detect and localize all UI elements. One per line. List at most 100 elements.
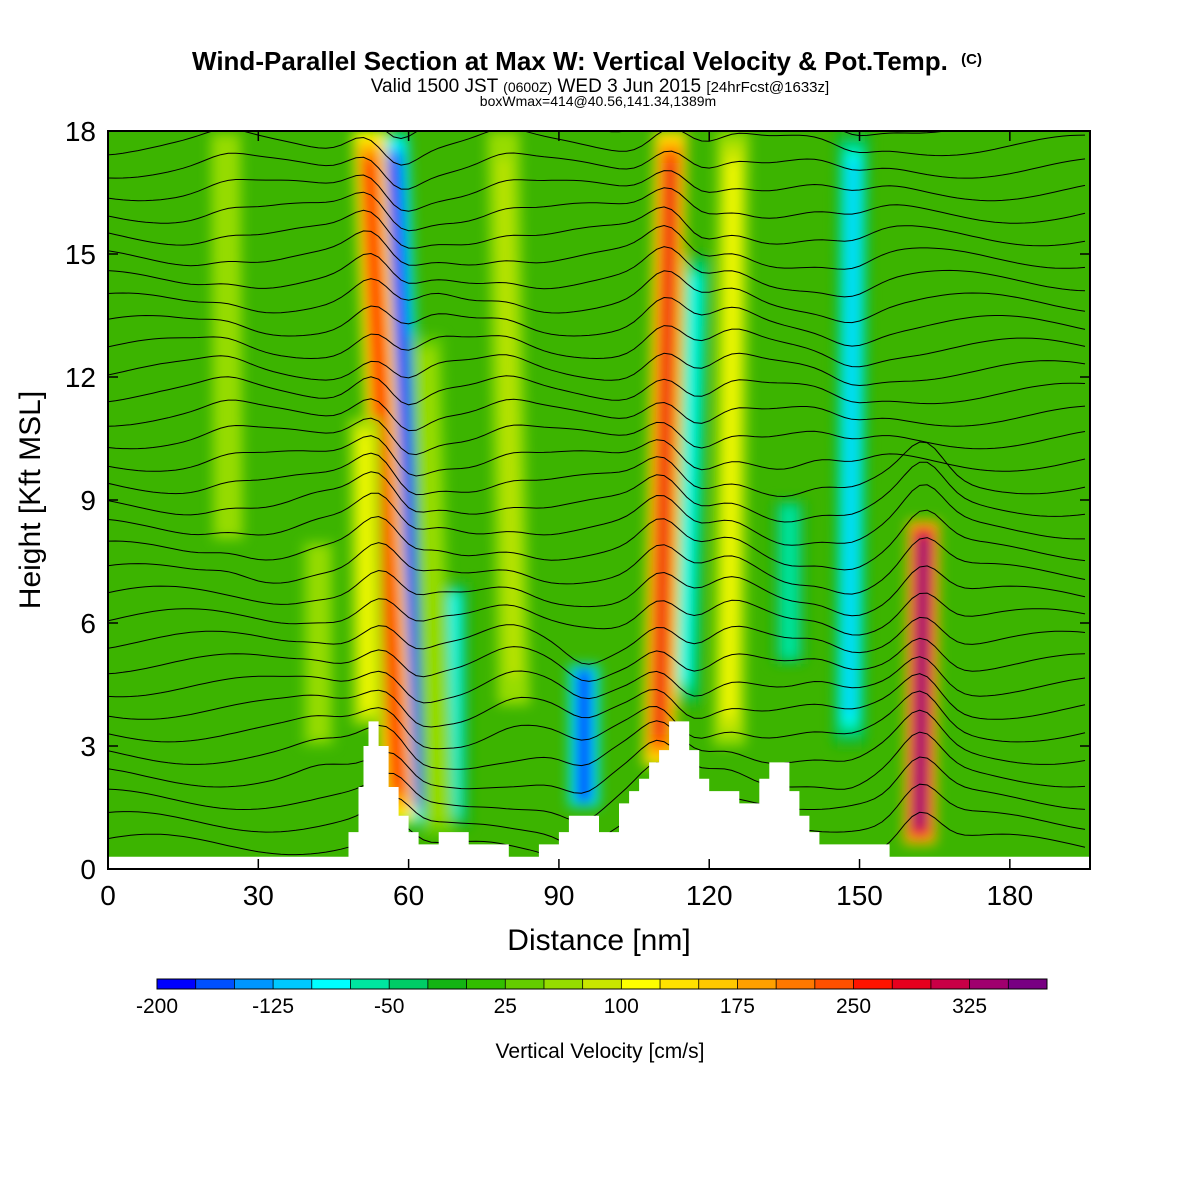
updraft-layer bbox=[915, 536, 928, 829]
colorbar-swatch bbox=[1008, 979, 1048, 989]
terrain-mask bbox=[108, 721, 1090, 869]
colorbar-swatch bbox=[311, 979, 351, 989]
subtitle-utc: (0600Z) bbox=[503, 79, 552, 95]
colorbar-tick-label: -125 bbox=[252, 995, 294, 1018]
colorbar-swatch bbox=[234, 979, 274, 989]
colorbar-label: Vertical Velocity [cm/s] bbox=[496, 1040, 705, 1063]
y-tick-label: 0 bbox=[80, 854, 96, 885]
colorbar-tick-label: 100 bbox=[604, 995, 639, 1018]
isentrope-line bbox=[108, 509, 1086, 571]
colorbar: -200 -125 -50 25 100 175 250 325 bbox=[136, 978, 1048, 1018]
updraft-layer bbox=[360, 433, 373, 711]
isentrope-line bbox=[108, 709, 1086, 770]
updraft-3 bbox=[903, 520, 940, 845]
velocity-bands bbox=[209, 131, 940, 845]
isentrope-line bbox=[108, 131, 1086, 166]
colorbar-swatch bbox=[737, 979, 777, 989]
colorbar-swatch bbox=[195, 979, 235, 989]
isentrope-line bbox=[108, 206, 1086, 249]
isentrope-line bbox=[108, 690, 1086, 750]
updraft-layer bbox=[221, 151, 233, 521]
x-axis: 0 30 60 90 120 150 180 bbox=[100, 131, 1033, 911]
isentrope-line bbox=[108, 270, 1086, 324]
x-tick-label: 0 bbox=[100, 880, 116, 911]
colorbar-swatch bbox=[543, 979, 584, 989]
colorbar-swatch bbox=[273, 979, 313, 989]
downdraft-layer bbox=[680, 276, 700, 683]
y-tick-label: 6 bbox=[80, 608, 96, 639]
colorbar-swatch bbox=[505, 979, 545, 989]
isentrope-line bbox=[108, 246, 1086, 298]
y-tick-label: 9 bbox=[80, 485, 96, 516]
isentrope-line bbox=[108, 435, 1086, 477]
isentrope-line bbox=[108, 296, 1086, 347]
updraft-2 bbox=[643, 131, 687, 767]
isentrope-line bbox=[108, 461, 1086, 523]
x-tick-label: 60 bbox=[393, 880, 424, 911]
updraft-layer bbox=[499, 159, 518, 677]
colorbar-swatch bbox=[350, 979, 390, 989]
x-tick-label: 90 bbox=[543, 880, 574, 911]
isentrope-line bbox=[384, 131, 949, 140]
x-tick-label: 150 bbox=[836, 880, 883, 911]
downdraft-5 bbox=[773, 500, 806, 664]
downdraft-1 bbox=[567, 664, 601, 808]
colorbar-swatch bbox=[930, 979, 971, 989]
plot-area bbox=[108, 131, 1090, 869]
colorbar-tick-label: -200 bbox=[136, 995, 178, 1018]
y-axis-label: Height [Kft MSL] bbox=[14, 391, 47, 609]
x-tick-label: 120 bbox=[686, 880, 733, 911]
isentrope-line bbox=[108, 673, 1086, 728]
colorbar-swatch bbox=[582, 979, 622, 989]
chart-subtitle-box: boxWmax=414@40.56,141.34,1389m bbox=[480, 93, 716, 109]
colorbar-swatch bbox=[157, 979, 197, 989]
isentrope-line bbox=[108, 565, 1086, 617]
isentrope-line bbox=[108, 150, 1086, 190]
chart-title-text: Wind-Parallel Section at Max W: Vertical… bbox=[192, 46, 948, 76]
isentrope-line bbox=[108, 375, 1086, 406]
y-tick-label: 12 bbox=[65, 362, 96, 393]
y-tick-label: 15 bbox=[65, 239, 96, 270]
colorbar-swatch bbox=[427, 979, 468, 989]
colorbar-swatch bbox=[698, 979, 738, 989]
updraft-layer bbox=[314, 551, 323, 736]
colorbar-swatch bbox=[892, 979, 932, 989]
colorbar-swatch bbox=[389, 979, 429, 989]
subtitle-date: WED 3 Jun 2015 bbox=[557, 76, 701, 97]
colorbar-tick-label: 250 bbox=[836, 995, 871, 1018]
colorbar-tick-label: 175 bbox=[720, 995, 755, 1018]
isentrope-line bbox=[108, 592, 1086, 636]
colorbar-swatch bbox=[621, 979, 661, 989]
colorbar-tick-label: -50 bbox=[374, 995, 404, 1018]
isentrope-line bbox=[108, 224, 1086, 270]
isentrope-line bbox=[108, 441, 1086, 498]
colorbar-tick-label: 25 bbox=[494, 995, 517, 1018]
updraft-1 bbox=[410, 336, 455, 837]
potential-temperature-contours bbox=[108, 131, 1086, 869]
downdraft-layer bbox=[579, 671, 588, 801]
updraft-layer bbox=[655, 162, 675, 735]
y-tick-label: 3 bbox=[80, 731, 96, 762]
colorbar-swatch bbox=[814, 979, 855, 989]
chart-subtitle: Valid 1500 JST (0600Z) WED 3 Jun 2015 [2… bbox=[371, 76, 829, 97]
colorbar-swatch bbox=[660, 979, 700, 989]
x-axis-label: Distance [nm] bbox=[507, 924, 690, 957]
isentrope-line bbox=[108, 616, 1086, 665]
y-axis: 0 3 6 9 12 15 18 bbox=[65, 116, 1090, 885]
downdraft-layer bbox=[785, 508, 794, 656]
subtitle-fcst: [24hrFcst@1633z] bbox=[706, 79, 829, 96]
x-tick-label: 30 bbox=[243, 880, 274, 911]
updraft-5 bbox=[209, 131, 245, 541]
isentrope-line bbox=[108, 656, 1086, 704]
colorbar-frame bbox=[156, 978, 1048, 990]
isentrope-line bbox=[108, 398, 1086, 432]
colorbar-swatch bbox=[466, 979, 506, 989]
updraft-7 bbox=[713, 131, 750, 746]
colorbar-swatch bbox=[776, 979, 816, 989]
isentrope-line bbox=[108, 417, 1086, 456]
y-tick-label: 18 bbox=[65, 116, 96, 147]
isentrope-line bbox=[108, 325, 1086, 368]
downdraft-layer bbox=[389, 165, 423, 794]
isentrope-line bbox=[108, 352, 1086, 387]
